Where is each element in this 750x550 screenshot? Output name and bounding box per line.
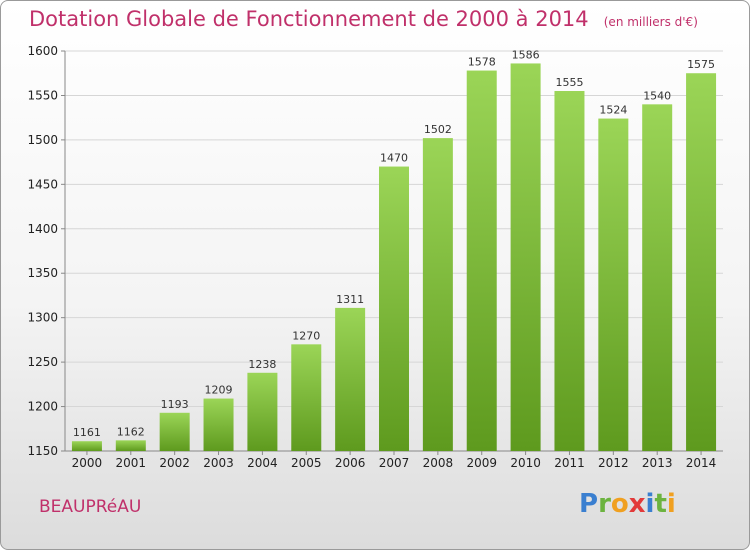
x-tick-label: 2008 (423, 456, 454, 470)
x-tick-label: 2004 (247, 456, 278, 470)
bar (379, 166, 409, 452)
x-tick-label: 2006 (335, 456, 366, 470)
y-tick-label: 1600 (27, 44, 58, 58)
x-tick-label: 2002 (159, 456, 190, 470)
bar (203, 398, 234, 451)
bar (466, 70, 497, 452)
bar-value-label: 1470 (380, 152, 408, 165)
y-tick-label: 1200 (27, 400, 58, 414)
x-tick-label: 2011 (554, 456, 585, 470)
x-tick-label: 2000 (72, 456, 103, 470)
chart-title-text: Dotation Globale de Fonctionnement de 20… (29, 7, 589, 31)
bar-value-label: 1270 (292, 329, 320, 342)
bar-value-label: 1586 (512, 48, 540, 61)
logo-letter: i (666, 489, 676, 519)
bar-value-label: 1161 (73, 426, 101, 439)
town-name: BEAUPRéAU (39, 497, 142, 517)
bar (686, 73, 717, 451)
x-tick-label: 2010 (510, 456, 541, 470)
y-tick-label: 1250 (27, 355, 58, 369)
x-tick-label: 2001 (116, 456, 147, 470)
y-tick-label: 1450 (27, 177, 58, 191)
y-tick-label: 1550 (27, 88, 58, 102)
x-tick-label: 2003 (203, 456, 234, 470)
y-tick-label: 1400 (27, 222, 58, 236)
y-tick-label: 1150 (27, 444, 58, 458)
y-tick-label: 1500 (27, 133, 58, 147)
bar-value-label: 1575 (687, 58, 715, 71)
bar (115, 440, 146, 451)
x-tick-label: 2007 (379, 456, 410, 470)
y-tick-label: 1350 (27, 266, 58, 280)
logo-letter: t (654, 489, 667, 519)
logo-letter: r (598, 489, 611, 519)
bar-value-label: 1193 (161, 398, 189, 411)
bar-value-label: 1555 (555, 76, 583, 89)
bar-value-label: 1209 (205, 384, 233, 397)
bar (422, 138, 453, 451)
x-tick-label: 2013 (642, 456, 673, 470)
bar-value-label: 1311 (336, 293, 364, 306)
x-tick-label: 2012 (598, 456, 629, 470)
chart-title: Dotation Globale de Fonctionnement de 20… (29, 7, 698, 31)
bar (554, 91, 585, 451)
bar (247, 372, 278, 451)
bar (510, 63, 541, 451)
bar-value-label: 1502 (424, 123, 452, 136)
bar (291, 344, 322, 451)
x-tick-label: 2005 (291, 456, 322, 470)
bar-value-label: 1238 (248, 358, 276, 371)
bar (642, 104, 673, 451)
chart-unit: (en milliers d'€) (603, 15, 698, 29)
x-tick-label: 2009 (466, 456, 497, 470)
proxiti-logo: Proxiti (579, 489, 676, 519)
bar (598, 118, 629, 452)
bar-value-label: 1162 (117, 425, 145, 438)
bar (71, 441, 102, 451)
x-tick-label: 2014 (686, 456, 717, 470)
logo-letter: P (579, 489, 599, 519)
bar-value-label: 1578 (468, 56, 496, 69)
bar (335, 307, 366, 451)
logo-letter: o (610, 489, 629, 519)
bar-value-label: 1540 (643, 89, 671, 102)
bar-value-label: 1524 (599, 104, 627, 117)
bar (159, 412, 190, 451)
y-tick-label: 1300 (27, 311, 58, 325)
logo-letter: x (628, 489, 646, 519)
logo-letter: i (645, 489, 655, 519)
